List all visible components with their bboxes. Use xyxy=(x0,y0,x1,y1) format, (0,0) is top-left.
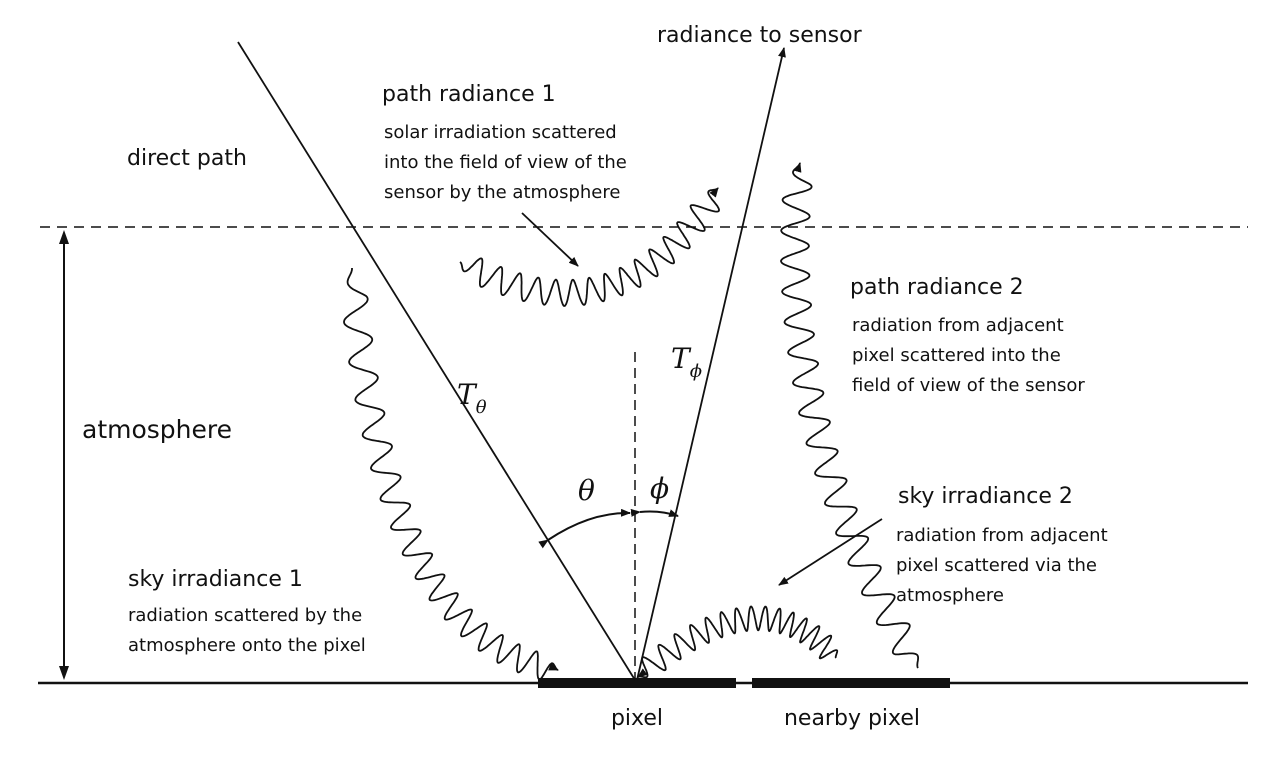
t-theta-symbol: Tθ xyxy=(457,378,487,418)
radiance-to-sensor-label: radiance to sensor xyxy=(657,23,863,48)
sky-irradiance-2-title: sky irradiance 2 xyxy=(898,484,1073,509)
theta-arc xyxy=(538,508,631,549)
sky-irradiance-2-desc-line-3: atmosphere xyxy=(896,585,1004,606)
path-radiance-2-desc-line-1: radiation from adjacent xyxy=(852,315,1064,336)
path-radiance-2-wave xyxy=(780,162,919,669)
path-radiance-1-pointer xyxy=(521,212,579,267)
t-phi-t: T xyxy=(671,342,692,375)
sky-irradiance-2-desc-line-2: pixel scattered via the xyxy=(896,555,1097,576)
path-radiance-2-desc-line-2: pixel scattered into the xyxy=(852,345,1061,366)
path-radiance-1-desc-line-1: solar irradiation scattered xyxy=(384,122,617,143)
wavy-paths xyxy=(343,162,919,681)
sensor-path-line xyxy=(636,47,786,681)
atmosphere-label: atmosphere xyxy=(82,415,232,444)
sky-irradiance-2-desc-line-1: radiation from adjacent xyxy=(896,525,1108,546)
t-theta-t: T xyxy=(457,378,478,411)
t-phi-symbol: Tϕ xyxy=(671,342,702,382)
path-radiance-1-title: path radiance 1 xyxy=(382,82,556,107)
phi-arc xyxy=(630,508,679,517)
path-radiance-1-desc-line-3: sensor by the atmosphere xyxy=(384,182,620,203)
t-phi-subscript: ϕ xyxy=(690,361,702,382)
atmosphere-arrow-top xyxy=(59,230,69,244)
sky-irradiance-2-wave xyxy=(637,605,839,679)
pixel-label: pixel xyxy=(611,706,663,731)
path-radiance-1-wave xyxy=(459,187,720,307)
path-radiance-2-desc-line-3: field of view of the sensor xyxy=(852,375,1085,396)
sky-irradiance-2-pointer xyxy=(778,518,883,586)
sky-irradiance-1-desc-line-2: atmosphere onto the pixel xyxy=(128,635,366,656)
sky-irradiance-1-desc-line-1: radiation scattered by the xyxy=(128,605,362,626)
path-radiance-1-desc-line-2: into the field of view of the xyxy=(384,152,627,173)
phi-symbol: ϕ xyxy=(650,472,669,505)
pixel-bar xyxy=(538,678,736,688)
nearby-pixel-bar xyxy=(752,678,950,688)
path-radiance-2-title: path radiance 2 xyxy=(850,275,1024,300)
atmosphere-arrow-bottom xyxy=(59,666,69,680)
sky-irradiance-1-wave xyxy=(343,268,559,681)
direct-path-label: direct path xyxy=(127,146,247,171)
nearby-pixel-label: nearby pixel xyxy=(784,706,920,731)
theta-symbol: θ xyxy=(578,474,595,507)
direct-path-line xyxy=(237,41,636,681)
sky-irradiance-1-title: sky irradiance 1 xyxy=(128,567,303,592)
t-theta-subscript: θ xyxy=(476,397,487,418)
